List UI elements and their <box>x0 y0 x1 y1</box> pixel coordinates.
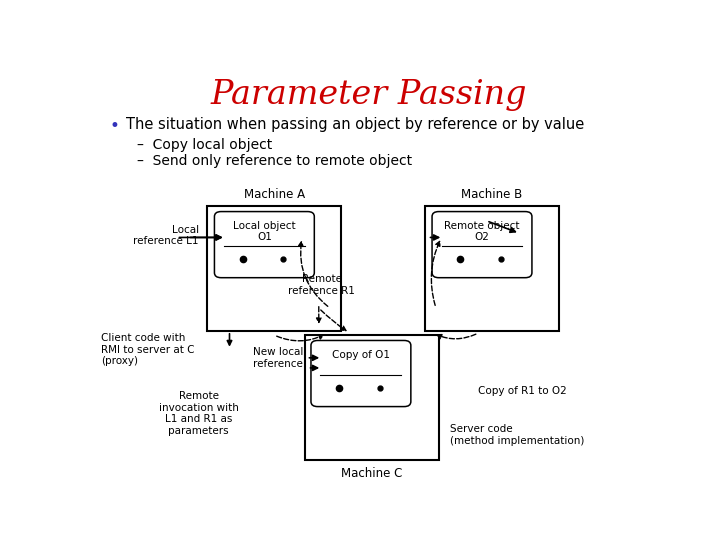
Text: Local
reference L1: Local reference L1 <box>133 225 199 246</box>
Text: Client code with
RMI to server at C
(proxy): Client code with RMI to server at C (pro… <box>101 333 194 366</box>
Text: The situation when passing an object by reference or by value: The situation when passing an object by … <box>126 117 585 132</box>
Bar <box>207 206 341 331</box>
FancyArrowPatch shape <box>276 335 323 341</box>
FancyArrowPatch shape <box>431 241 440 306</box>
Text: Remote object
O2: Remote object O2 <box>444 221 520 242</box>
Text: Machine B: Machine B <box>461 188 523 201</box>
Text: –  Send only reference to remote object: – Send only reference to remote object <box>138 154 413 168</box>
Text: Copy of R1 to O2: Copy of R1 to O2 <box>478 386 567 396</box>
Text: Machine A: Machine A <box>243 188 305 201</box>
FancyBboxPatch shape <box>215 212 315 278</box>
FancyArrowPatch shape <box>321 310 346 330</box>
FancyArrowPatch shape <box>299 242 328 306</box>
Text: –  Copy local object: – Copy local object <box>138 138 273 152</box>
Bar <box>305 335 438 460</box>
FancyArrowPatch shape <box>437 334 476 339</box>
Text: Parameter Passing: Parameter Passing <box>211 79 527 111</box>
Text: Remote
invocation with
L1 and R1 as
parameters: Remote invocation with L1 and R1 as para… <box>159 391 239 436</box>
Bar <box>425 206 559 331</box>
Text: Local object
O1: Local object O1 <box>233 221 296 242</box>
FancyBboxPatch shape <box>432 212 532 278</box>
Text: •: • <box>109 117 120 135</box>
Text: Server code
(method implementation): Server code (method implementation) <box>450 424 585 446</box>
Text: Machine C: Machine C <box>341 467 402 480</box>
Text: New local
reference: New local reference <box>253 347 303 369</box>
Text: Remote
reference R1: Remote reference R1 <box>288 274 355 295</box>
FancyBboxPatch shape <box>311 341 411 407</box>
Text: Copy of O1: Copy of O1 <box>332 349 390 360</box>
